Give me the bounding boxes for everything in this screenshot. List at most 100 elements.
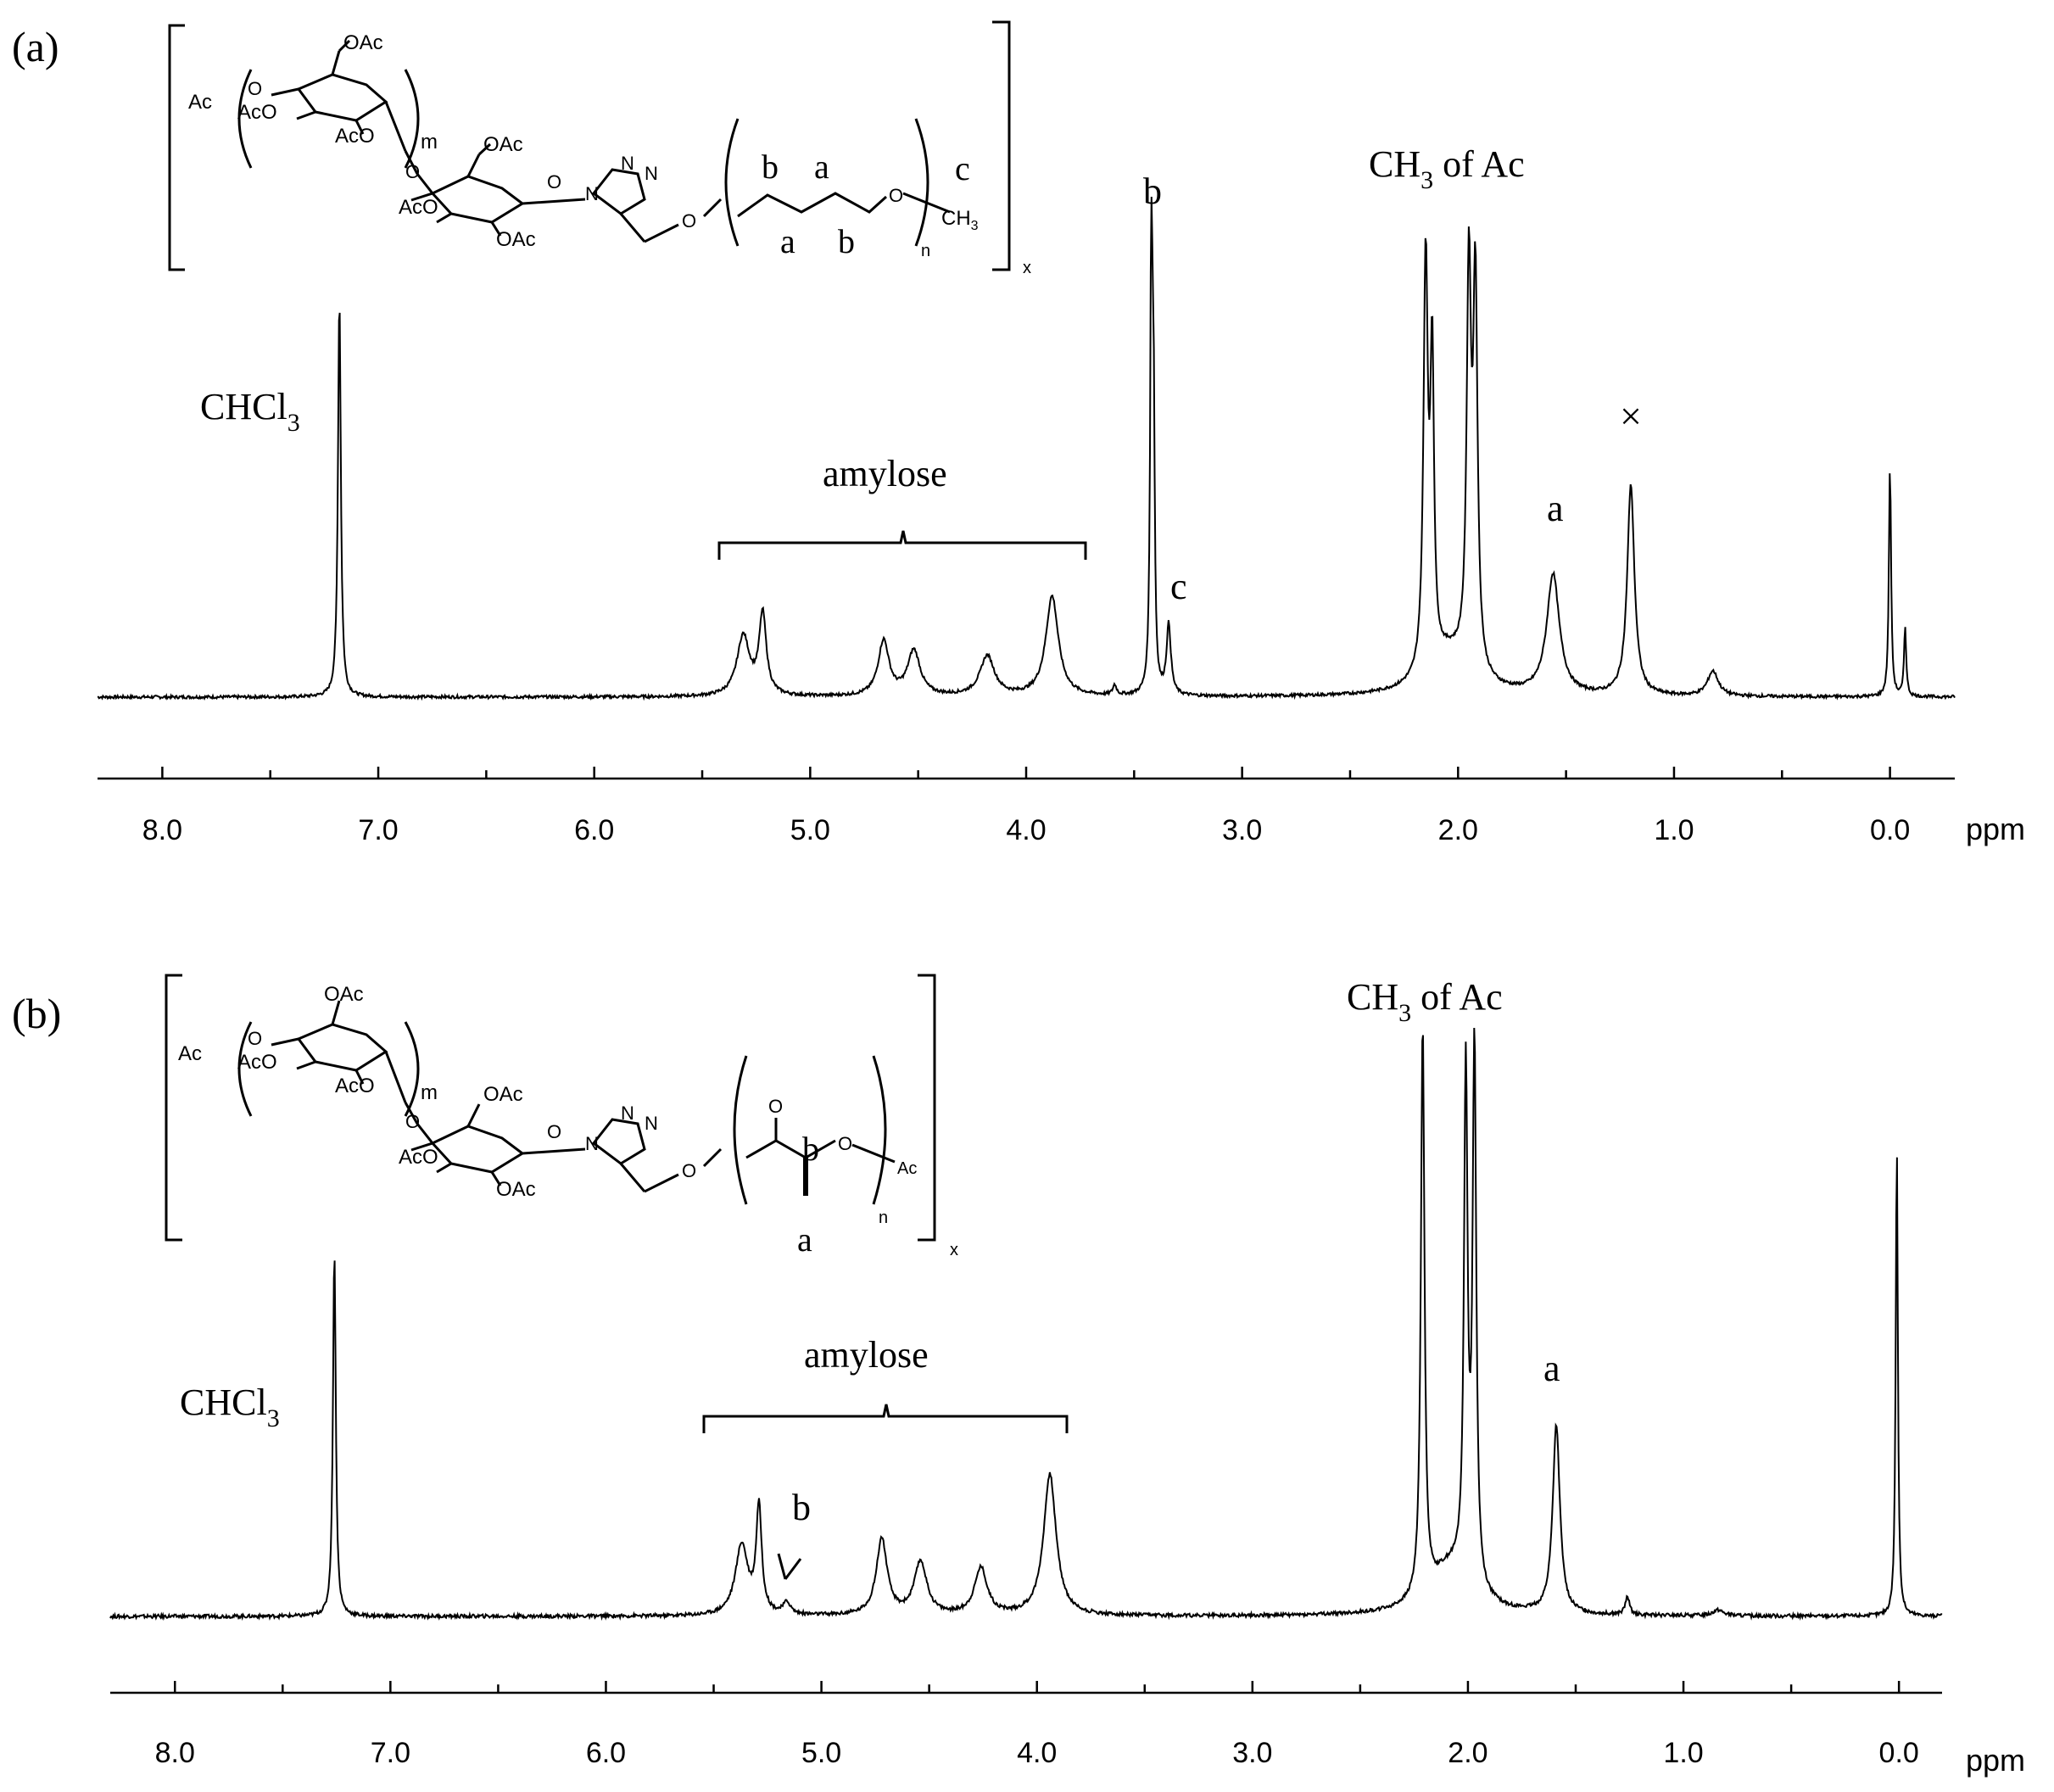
struct-ch3: CH3: [941, 207, 979, 233]
struct-aco-1-b: AcO: [237, 1051, 277, 1074]
chain-label-a-b: a: [797, 1220, 812, 1259]
chcl3-label-b: CHCl3: [180, 1382, 280, 1432]
x-axis-ticks-b: 8.0 7.0 6.0 5.0 4.0 3.0 2.0 1.0 0.0: [155, 1681, 1919, 1769]
peak-label-b-b: b: [792, 1487, 811, 1528]
struct-ac: Ac: [188, 91, 212, 114]
struct-o-chain: O: [889, 185, 903, 206]
amylose-bracket-b: [702, 1404, 1069, 1433]
struct-aco-1: AcO: [237, 101, 277, 124]
x-tick-label-a: 3.0: [1222, 814, 1262, 846]
structure-bracket-left-b: [165, 974, 182, 1242]
struct-oac-3: OAc: [496, 228, 536, 251]
x-tick-label-a: 0.0: [1870, 814, 1910, 846]
panel-a-structure: [168, 20, 1011, 271]
chain-label-c: c: [955, 149, 970, 187]
x-tick-label-b: 4.0: [1017, 1737, 1057, 1769]
x-tick-label-a: 4.0: [1006, 814, 1046, 846]
spectrum-trace-b: [109, 1027, 1943, 1622]
struct-n2: N: [621, 153, 634, 174]
panel-b-chain-labels: b a: [797, 1130, 819, 1259]
x-tick-label-a: 2.0: [1438, 814, 1478, 846]
struct-n2-b: N: [621, 1103, 634, 1124]
x-tick-label-b: 2.0: [1448, 1737, 1487, 1769]
structure-bracket-right: [992, 20, 1011, 271]
x-tick-label-b: 8.0: [155, 1737, 195, 1769]
struct-o: O: [248, 78, 262, 99]
chain-paren-left: [724, 118, 740, 247]
panel-a-label: (a): [12, 23, 59, 70]
struct-o-carbonyl-b: O: [768, 1096, 783, 1117]
struct-n-sub-b: n: [879, 1209, 888, 1227]
struct-o-ring: O: [547, 171, 561, 193]
repeat-paren-left-b: [237, 1021, 253, 1117]
chcl3-label-a: CHCl3: [200, 386, 300, 437]
struct-m: m: [421, 131, 438, 154]
struct-x-sub-b: x: [950, 1241, 958, 1259]
chain-label-a-top: a: [814, 148, 829, 186]
structure-bracket-right-b: [918, 974, 936, 1242]
struct-n3: N: [645, 163, 658, 184]
impurity-mark-a: ×: [1620, 394, 1642, 438]
struct-aco-3-b: AcO: [399, 1146, 438, 1169]
struct-o-b: O: [248, 1028, 262, 1049]
panel-b: (b): [12, 974, 2025, 1778]
x-tick-label-a: 1.0: [1654, 814, 1694, 846]
amylose-label-a: amylose: [823, 453, 947, 494]
panel-a: (a): [12, 20, 2025, 846]
peak-label-a-b: a: [1543, 1348, 1560, 1389]
struct-oac-2-b: OAc: [483, 1083, 523, 1106]
struct-o-chain-b: O: [838, 1133, 852, 1154]
struct-aco-2: AcO: [335, 125, 375, 148]
peak-b-arrow: [777, 1553, 802, 1580]
x-tick-label-b: 0.0: [1879, 1737, 1919, 1769]
struct-m-b: m: [421, 1081, 438, 1104]
struct-aco-3: AcO: [399, 196, 438, 219]
chain-backbone-b: [745, 1139, 836, 1159]
chain-label-b-bottom: b: [838, 222, 855, 260]
amylose-label-b: amylose: [804, 1334, 929, 1376]
panel-b-structure-text: Ac O AcO AcO OAc m O OAc AcO OAc O N N N…: [178, 983, 958, 1259]
ch3-of-ac-label-a: CH3 of Ac: [1369, 143, 1525, 194]
struct-n3-b: N: [645, 1113, 658, 1134]
struct-x-sub: x: [1023, 259, 1031, 277]
x-tick-label-b: 6.0: [586, 1737, 626, 1769]
repeat-paren-right: [404, 69, 420, 169]
chain-label-a-bottom: a: [780, 222, 795, 260]
structure-bracket-left: [168, 24, 185, 271]
struct-oac-1: OAc: [343, 31, 383, 54]
panel-a-chain-labels: b a a b c: [762, 148, 970, 260]
x-tick-label-b: 5.0: [801, 1737, 841, 1769]
panel-b-label: (b): [12, 990, 61, 1037]
repeat-paren-right-b: [404, 1021, 420, 1117]
struct-o-link: O: [405, 161, 420, 182]
spectrum-trace-a: [97, 196, 1956, 701]
x-tick-label-a: 6.0: [574, 814, 614, 846]
panel-b-structure: [165, 974, 936, 1242]
panel-a-annotations: CHCl3 amylose b c CH3 of Ac a ×: [200, 143, 1642, 607]
panel-b-annotations: CHCl3 amylose b CH3 of Ac a: [180, 976, 1560, 1580]
struct-n1: N: [585, 183, 599, 204]
struct-o-ether: O: [682, 210, 696, 232]
struct-ac-end-b: Ac: [897, 1159, 917, 1178]
struct-n1-b: N: [585, 1133, 599, 1154]
struct-oac-3-b: OAc: [496, 1178, 536, 1201]
x-tick-label-a: 5.0: [790, 814, 830, 846]
struct-o-ether-b: O: [682, 1160, 696, 1181]
amylose-bracket-a: [717, 530, 1087, 560]
struct-oac-2: OAc: [483, 133, 523, 156]
x-axis-a: 8.0 7.0 6.0 5.0 4.0 3.0 2.0 1.0 0.0 ppm: [98, 767, 2025, 846]
struct-n-sub: n: [921, 242, 930, 260]
x-axis-unit-a: ppm: [1966, 812, 2025, 846]
x-tick-label-a: 7.0: [358, 814, 398, 846]
peak-label-b-a: b: [1143, 170, 1162, 212]
x-axis-ticks-a: 8.0 7.0 6.0 5.0 4.0 3.0 2.0 1.0 0.0: [142, 767, 1910, 846]
chain-paren-right: [914, 118, 929, 247]
x-axis-b: 8.0 7.0 6.0 5.0 4.0 3.0 2.0 1.0 0.0 ppm: [110, 1681, 2025, 1778]
struct-ac-b: Ac: [178, 1042, 202, 1065]
chain-label-b-top: b: [762, 148, 779, 186]
x-tick-label-b: 7.0: [371, 1737, 410, 1769]
struct-o-ring-b: O: [547, 1121, 561, 1142]
struct-aco-2-b: AcO: [335, 1075, 375, 1097]
peak-label-c-a: c: [1170, 566, 1187, 607]
